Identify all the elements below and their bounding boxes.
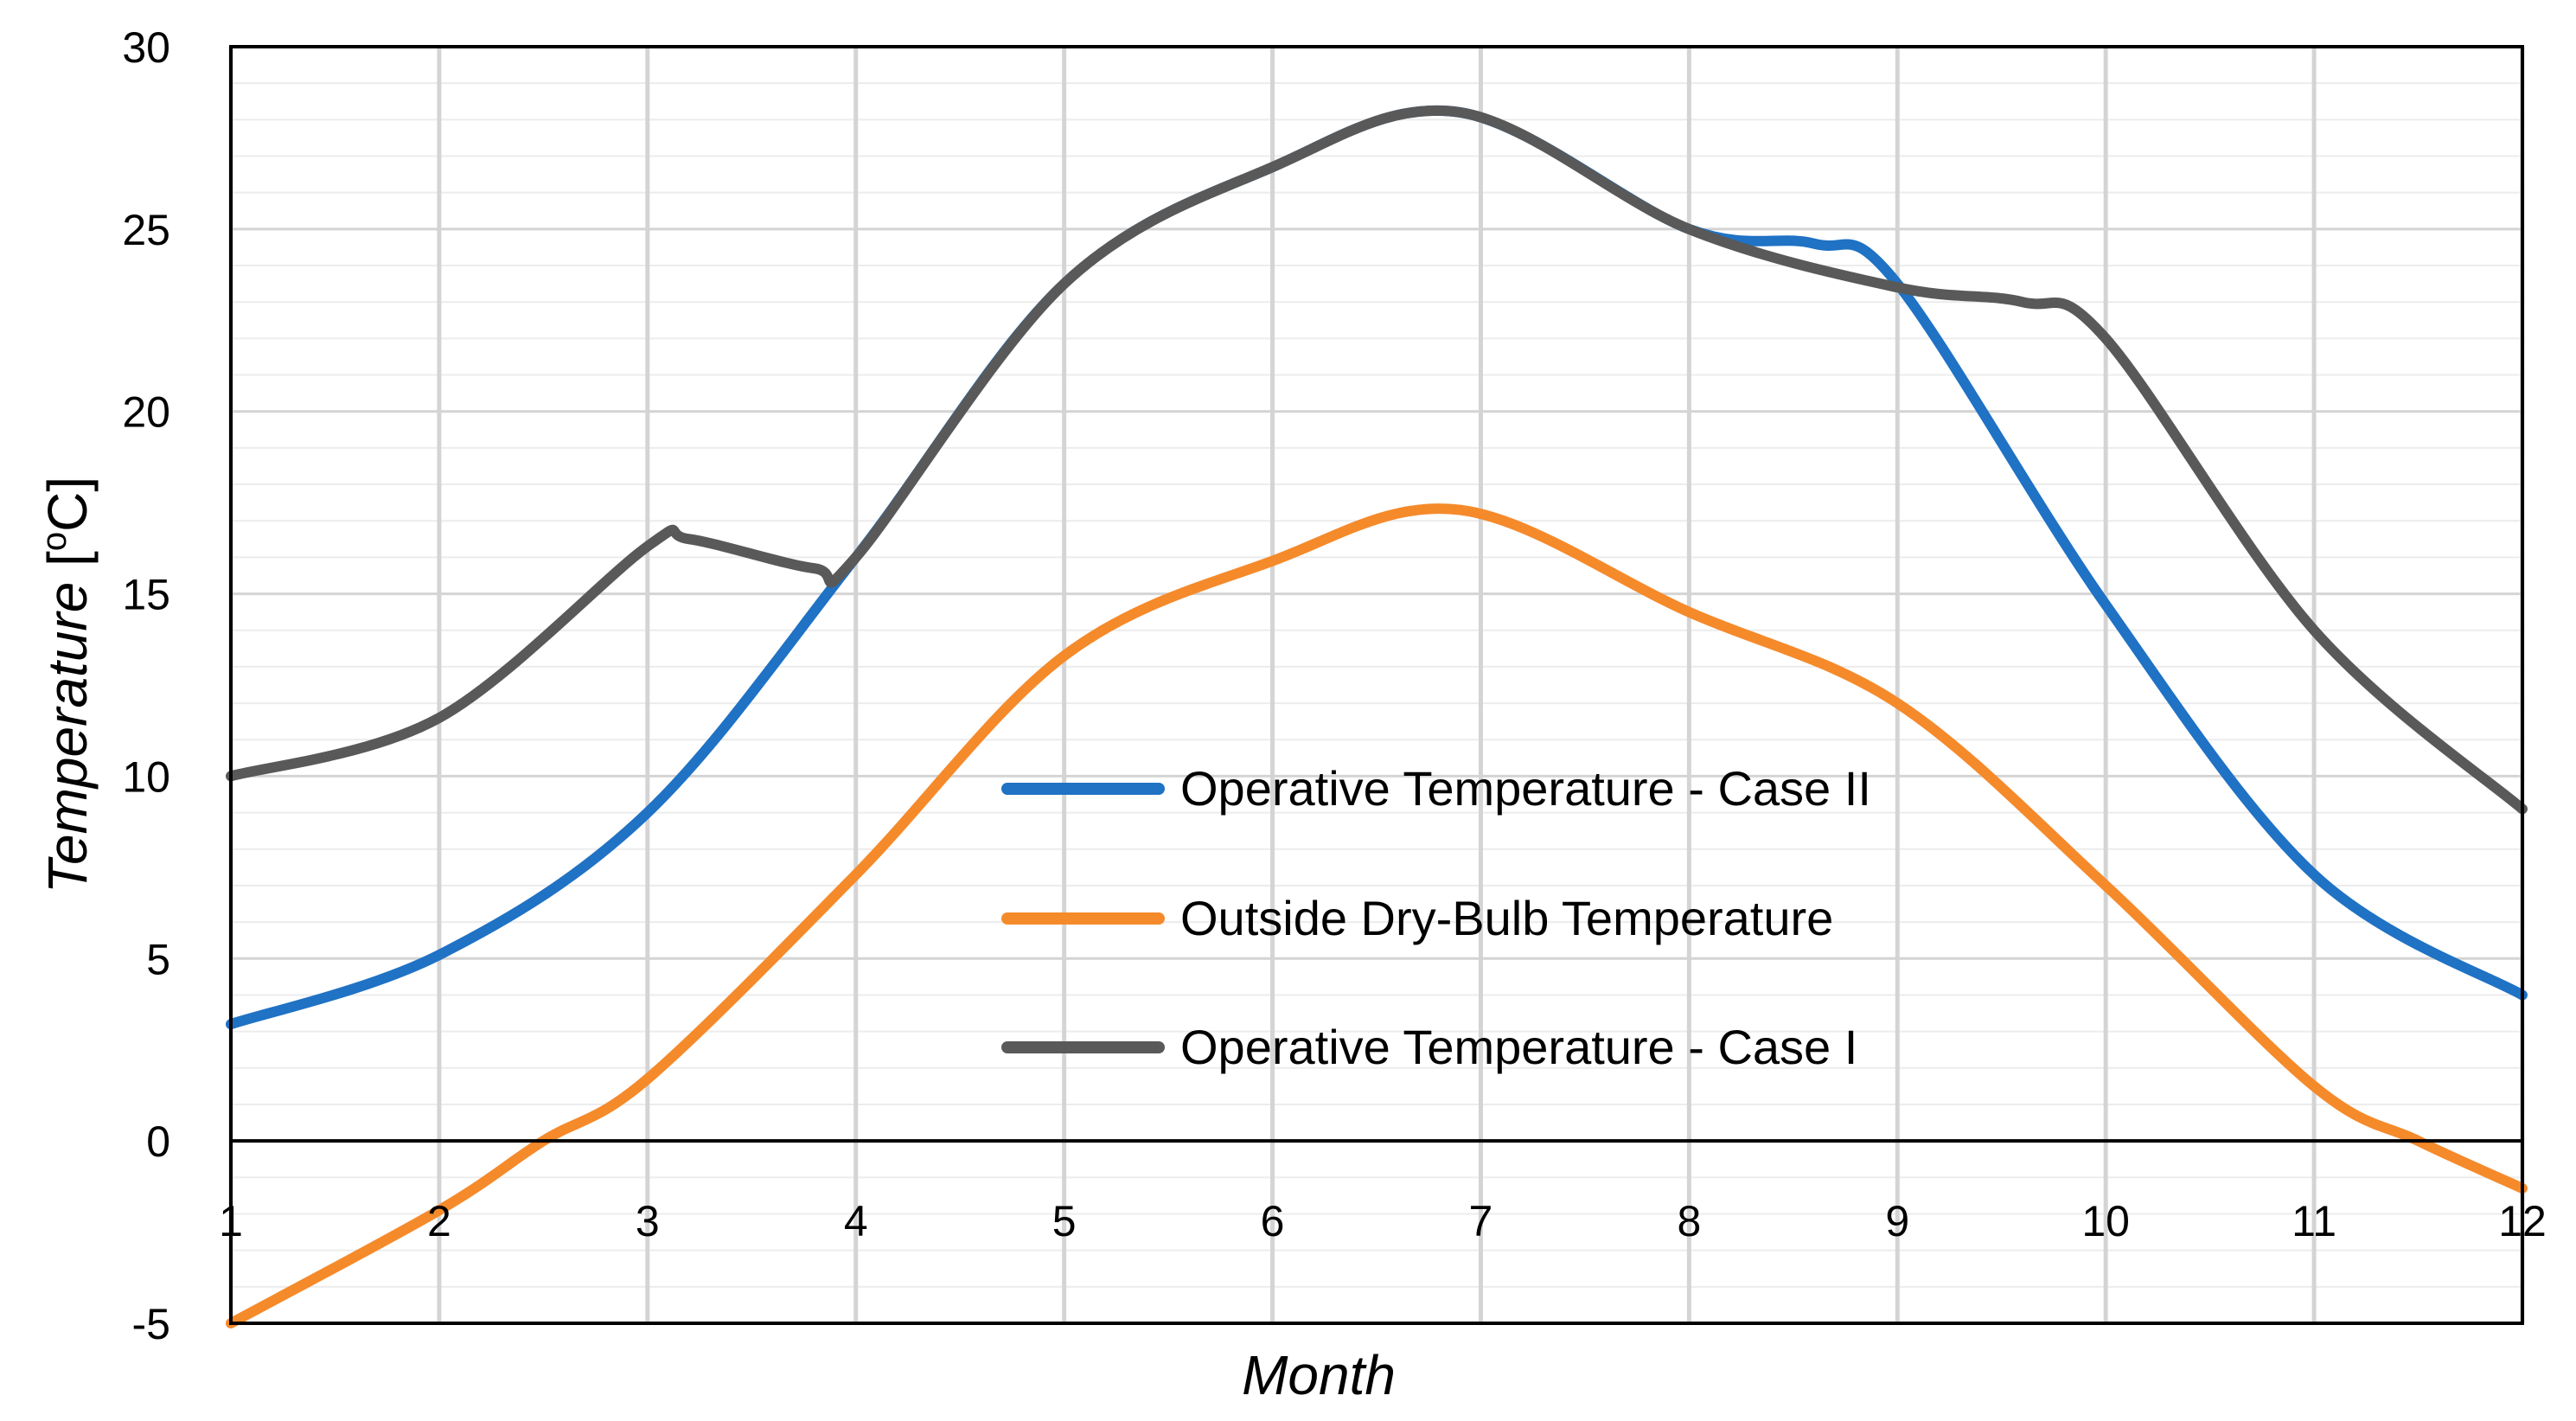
series-line-outside-dry-bulb (226, 503, 2528, 1328)
y-axis-title-space (36, 566, 99, 582)
y-tick-label: -5 (132, 1300, 170, 1348)
y-tick-label: 5 (146, 935, 170, 983)
y-tick-label: 0 (146, 1117, 170, 1166)
legend: Operative Temperature - Case II Outside … (1001, 761, 1871, 1074)
legend-label-case-ii: Operative Temperature - Case II (1180, 761, 1871, 816)
y-axis-title-unit-sup: o (35, 532, 74, 551)
x-axis-tick-labels: 1 2 3 4 5 6 7 8 9 10 11 12 (219, 1197, 2547, 1245)
y-axis-title: Temperature [oC] (35, 477, 99, 893)
x-tick-label: 10 (2081, 1197, 2130, 1245)
y-tick-label: 15 (122, 571, 170, 619)
x-tick-label: 7 (1469, 1197, 1493, 1245)
x-tick-label: 11 (2292, 1197, 2336, 1245)
y-axis-title-main: Temperature (36, 582, 99, 894)
x-tick-label: 12 (2498, 1197, 2547, 1245)
series-line-case-i (226, 105, 2528, 815)
y-axis-tick-labels: -5 0 5 10 15 20 25 30 (122, 23, 170, 1348)
x-tick-label: 4 (844, 1197, 868, 1245)
y-axis-title-unit-close: C] (36, 477, 99, 532)
x-tick-label: 2 (427, 1197, 451, 1245)
plot-area-background (231, 47, 2522, 1323)
y-tick-label: 25 (122, 206, 170, 254)
x-tick-label: 5 (1052, 1197, 1077, 1245)
legend-label-case-i: Operative Temperature - Case I (1180, 1020, 1857, 1074)
x-axis-title: Month (1242, 1344, 1396, 1406)
x-tick-label: 9 (1885, 1197, 1909, 1245)
x-tick-label: 1 (219, 1197, 243, 1245)
x-tick-label: 3 (636, 1197, 660, 1245)
y-axis-title-unit-open: [ (36, 551, 99, 566)
legend-label-outside-dry-bulb: Outside Dry-Bulb Temperature (1180, 891, 1833, 945)
x-tick-label: 8 (1677, 1197, 1701, 1245)
x-tick-label: 6 (1261, 1197, 1285, 1245)
y-tick-label: 30 (122, 23, 170, 72)
y-tick-label: 20 (122, 388, 170, 437)
plot-area-border (229, 45, 2524, 1325)
y-tick-label: 10 (122, 752, 170, 801)
series-lines (226, 105, 2528, 1328)
